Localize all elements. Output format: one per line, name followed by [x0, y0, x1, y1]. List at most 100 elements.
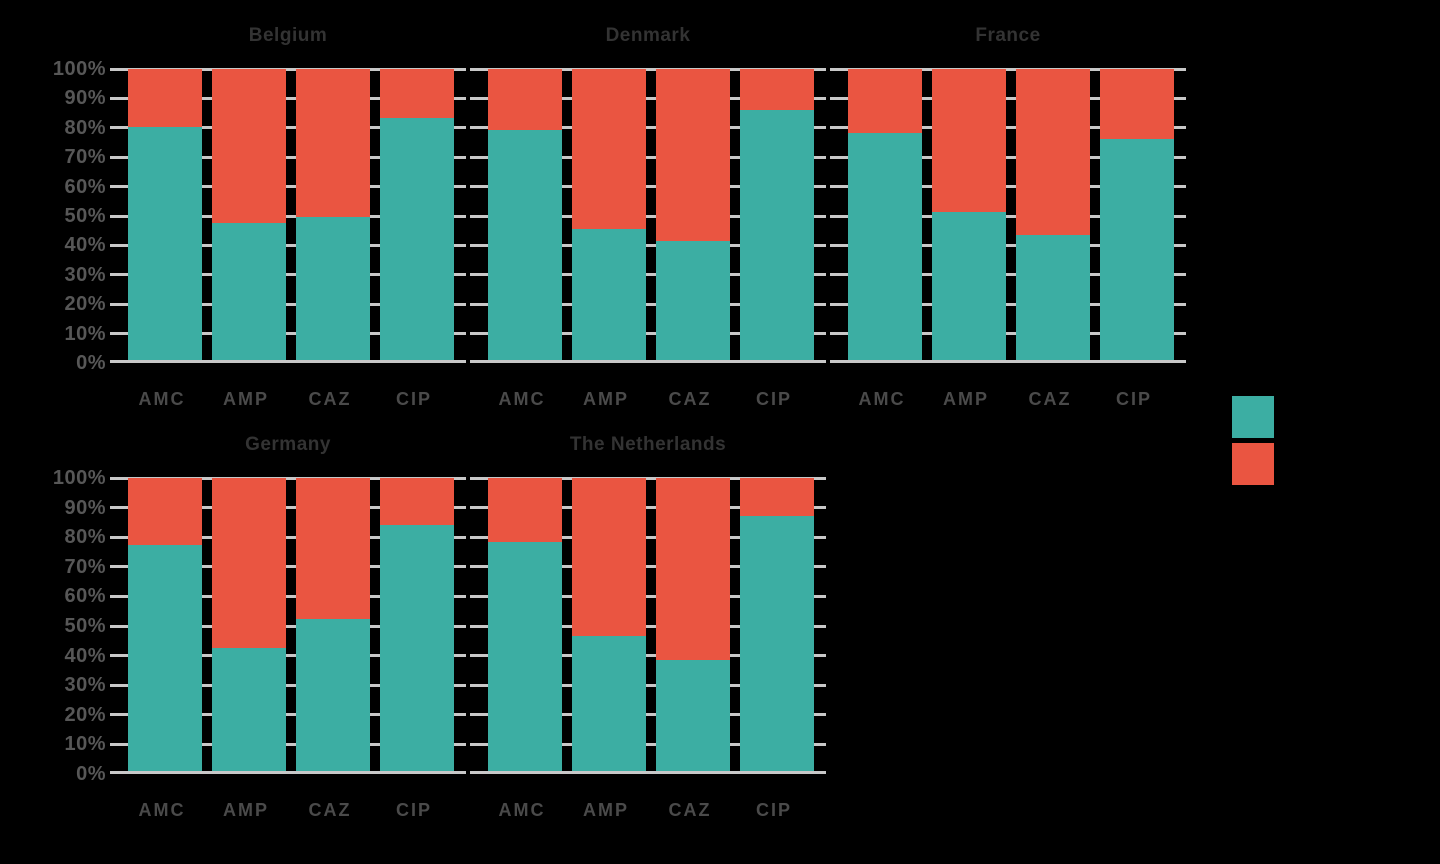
bar-segment-teal-amc	[488, 542, 563, 771]
y-tick-label-10pct: 10%	[64, 733, 106, 756]
gridline-30pct	[830, 273, 1186, 277]
gridline-10pct	[470, 332, 826, 336]
bar-segment-teal-caz	[656, 659, 731, 771]
y-tick-label-20pct: 20%	[64, 703, 106, 726]
gridline-40pct	[110, 654, 466, 658]
gridline-20pct	[110, 302, 466, 306]
gridline-100pct	[110, 67, 466, 71]
bar-segment-red-amp	[212, 478, 287, 648]
gridline-40pct	[830, 243, 1186, 247]
bar-segment-teal-amp	[212, 647, 287, 771]
gridline-80pct	[830, 126, 1186, 130]
x-tick-label-amp: AMP	[583, 800, 629, 820]
x-tick-label-cip: CIP	[755, 800, 792, 820]
gridline-60pct	[110, 594, 466, 598]
bar-segment-teal-cip	[740, 516, 815, 771]
gridline-30pct	[110, 683, 466, 687]
gridline-90pct	[470, 506, 826, 510]
gridline-60pct	[830, 185, 1186, 189]
x-axis-baseline	[110, 771, 466, 774]
gridline-20pct	[470, 713, 826, 717]
y-tick-label-10pct: 10%	[64, 322, 106, 345]
bar-segment-teal-cip	[1100, 138, 1175, 360]
bar-segment-red-cip	[1100, 69, 1175, 139]
y-tick-label-70pct: 70%	[64, 555, 106, 578]
y-tick-label-40pct: 40%	[64, 234, 106, 257]
gridline-10pct	[110, 742, 466, 746]
gridline-10pct	[830, 332, 1186, 336]
x-tick-label-amc: AMC	[138, 800, 186, 820]
gridline-90pct	[830, 96, 1186, 100]
bar-segment-teal-cip	[380, 524, 455, 771]
gridline-70pct	[470, 565, 826, 569]
gridline-90pct	[110, 96, 466, 100]
x-tick-label-amp: AMP	[223, 800, 269, 820]
bar-belgium-amp	[212, 69, 287, 360]
bar-segment-teal-caz	[296, 217, 371, 360]
y-tick-label-70pct: 70%	[64, 146, 106, 169]
bar-belgium-amc	[128, 69, 203, 360]
bar-segment-red-caz	[296, 69, 371, 218]
bar-the-netherlands-cip	[740, 478, 815, 771]
gridline-50pct	[830, 214, 1186, 218]
subplot-title-denmark: Denmark	[605, 25, 691, 46]
bar-germany-cip	[380, 478, 455, 771]
y-tick-label-30pct: 30%	[64, 674, 106, 697]
y-tick-label-60pct: 60%	[64, 175, 106, 198]
gridline-10pct	[110, 332, 466, 336]
gridline-10pct	[470, 742, 826, 746]
y-tick-label-80pct: 80%	[64, 116, 106, 139]
bar-segment-teal-amp	[932, 211, 1007, 360]
bar-segment-red-cip	[740, 478, 815, 517]
x-tick-label-cip: CIP	[1115, 389, 1152, 409]
bar-segment-teal-amc	[848, 133, 923, 360]
y-tick-label-80pct: 80%	[64, 526, 106, 549]
x-axis-labels-the-netherlands: AMC AMP CAZ CIP	[480, 800, 816, 821]
bar-france-amc	[848, 69, 923, 360]
bar-the-netherlands-amp	[572, 478, 647, 771]
y-tick-label-0pct: 0%	[76, 352, 106, 374]
bar-germany-amp	[212, 478, 287, 771]
bar-denmark-amc	[488, 69, 563, 360]
x-tick-label-amc: AMC	[498, 800, 546, 820]
gridline-70pct	[110, 155, 466, 159]
gridline-90pct	[470, 96, 826, 100]
bar-segment-teal-caz	[1016, 234, 1091, 360]
gridline-70pct	[110, 565, 466, 569]
bar-the-netherlands-caz	[656, 478, 731, 771]
x-axis-labels-france: AMC AMP CAZ CIP	[840, 389, 1176, 410]
plot-area-germany	[110, 476, 466, 774]
subplot-title-the-netherlands: The Netherlands	[569, 434, 727, 455]
x-axis-labels-germany: AMC AMP CAZ CIP	[120, 800, 456, 821]
bar-segment-red-caz	[656, 478, 731, 660]
bar-segment-teal-caz	[296, 618, 371, 771]
bar-segment-red-amp	[212, 69, 287, 224]
bar-belgium-caz	[296, 69, 371, 360]
y-tick-label-90pct: 90%	[64, 496, 106, 519]
gridline-50pct	[470, 214, 826, 218]
bar-segment-teal-amc	[488, 130, 563, 360]
gridline-100pct	[470, 476, 826, 480]
plot-area-denmark	[470, 67, 826, 363]
gridline-50pct	[470, 624, 826, 628]
plot-area-the-netherlands	[470, 476, 826, 774]
gridline-70pct	[830, 155, 1186, 159]
gridline-30pct	[470, 683, 826, 687]
subplot-title-france: France	[975, 25, 1041, 46]
gridline-80pct	[110, 535, 466, 539]
bar-france-caz	[1016, 69, 1091, 360]
gridline-20pct	[830, 302, 1186, 306]
x-axis-labels-belgium: AMC AMP CAZ CIP	[120, 389, 456, 410]
gridline-100pct	[830, 67, 1186, 71]
bar-denmark-caz	[656, 69, 731, 360]
bar-the-netherlands-amc	[488, 478, 563, 771]
bar-denmark-cip	[740, 69, 815, 360]
bar-segment-red-amp	[572, 478, 647, 637]
bar-segment-red-amp	[572, 69, 647, 230]
gridline-40pct	[470, 654, 826, 658]
bar-segment-teal-amc	[128, 127, 203, 360]
y-tick-label-90pct: 90%	[64, 87, 106, 110]
x-tick-label-amc: AMC	[858, 389, 906, 409]
bar-segment-red-amc	[488, 478, 563, 543]
x-tick-label-cip: CIP	[395, 389, 432, 409]
